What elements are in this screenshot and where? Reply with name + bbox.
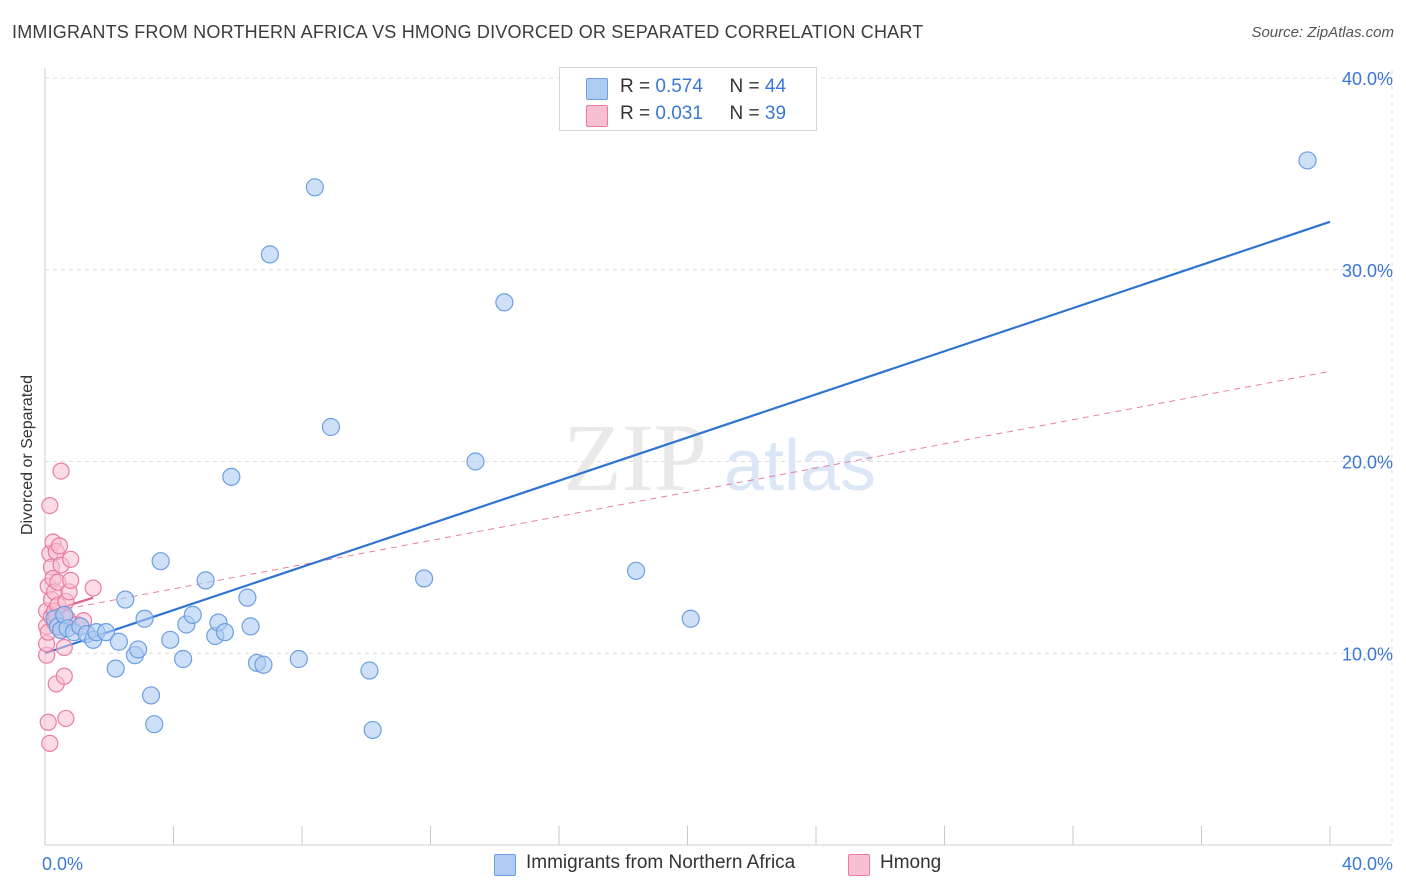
watermark: ZIP atlas: [563, 404, 876, 511]
y-tick-label: 40.0%: [1342, 69, 1393, 89]
hmong-point: [55, 667, 73, 685]
bottom-legend-swatch-blue: [494, 854, 516, 876]
chart-title: IMMIGRANTS FROM NORTHERN AFRICA VS HMONG…: [12, 22, 924, 42]
hmong-point: [55, 638, 73, 657]
immigrants-point: [183, 605, 202, 625]
bottom-legend-label-immigrants: Immigrants from Northern Africa: [526, 852, 796, 873]
immigrants-point: [360, 661, 379, 680]
y-tick-label: 30.0%: [1342, 261, 1393, 281]
legend-n-value-1: 44: [764, 76, 787, 97]
immigrants-point: [466, 452, 485, 471]
immigrants-point: [238, 588, 257, 607]
watermark-zip: ZIP: [563, 404, 707, 511]
immigrants-point: [222, 467, 241, 486]
immigrants-point: [109, 632, 128, 651]
hmong-point: [39, 713, 57, 731]
immigrants-point: [135, 609, 154, 628]
legend-swatch-blue: [586, 78, 608, 100]
y-tick-label: 10.0%: [1342, 644, 1393, 664]
immigrants-trend-line: [44, 220, 1331, 655]
y-axis-title: Divorced or Separated: [19, 374, 36, 536]
immigrants-point: [241, 617, 260, 636]
legend-r-value-2: 0.031: [655, 103, 703, 124]
hmong-point: [57, 709, 75, 728]
stats-legend: R = 0.574 N = 44 R = 0.031 N = 39: [559, 67, 817, 131]
hmong-trend-line-extended: [44, 370, 1331, 614]
immigrants-point: [141, 686, 161, 705]
immigrants-point: [626, 561, 646, 580]
legend-r-value-1: 0.574: [655, 76, 703, 97]
hmong-point: [84, 579, 102, 597]
immigrants-point: [145, 715, 164, 734]
immigrants-point: [363, 720, 382, 740]
legend-n-label-2: N =: [729, 103, 760, 124]
hmong-point: [41, 497, 59, 515]
immigrants-point: [305, 178, 324, 197]
legend-n-value-2: 39: [764, 103, 787, 124]
x-tick-label-min: 0.0%: [42, 854, 83, 874]
trend-lines: [44, 220, 1331, 655]
hmong-point: [41, 734, 59, 752]
x-tick-label-max: 40.0%: [1342, 854, 1393, 874]
immigrants-point: [129, 640, 148, 659]
gridlines: [45, 70, 1393, 845]
immigrants-point: [495, 293, 514, 312]
legend-swatch-pink: [586, 105, 608, 127]
legend-r-label-2: R =: [620, 103, 651, 124]
immigrants-point: [254, 655, 273, 674]
immigrants-point: [151, 552, 170, 571]
bottom-legend-swatch-pink: [848, 854, 870, 876]
hmong-point: [62, 550, 80, 568]
immigrants-point: [174, 649, 193, 669]
legend-r-label-1: R =: [620, 76, 651, 97]
immigrants-point: [289, 649, 308, 669]
immigrants-point: [321, 417, 341, 437]
hmong-point: [50, 537, 69, 555]
immigrants-point: [106, 659, 125, 678]
immigrants-point: [96, 623, 116, 642]
legend-n-label-1: N =: [729, 76, 760, 97]
immigrants-point: [116, 590, 135, 609]
immigrants-point: [215, 623, 234, 642]
data-points: [38, 151, 1317, 752]
watermark-atlas: atlas: [724, 426, 876, 506]
axes: [44, 68, 1392, 846]
immigrants-point: [196, 571, 215, 590]
bottom-legend: Immigrants from Northern Africa Hmong: [0, 851, 1406, 879]
tick-labels: 10.0% 20.0% 30.0% 40.0% 0.0% 40.0%: [42, 69, 1393, 874]
immigrants-point: [161, 630, 180, 649]
immigrants-point: [1298, 151, 1317, 170]
hmong-point: [52, 462, 70, 480]
bottom-legend-label-hmong: Hmong: [880, 852, 942, 873]
immigrants-point: [414, 569, 434, 588]
source-label: Source: ZipAtlas.com: [1251, 24, 1394, 41]
immigrants-point: [681, 609, 700, 628]
y-tick-label: 20.0%: [1342, 453, 1393, 473]
hmong-point: [62, 571, 80, 589]
immigrants-point: [260, 245, 279, 264]
